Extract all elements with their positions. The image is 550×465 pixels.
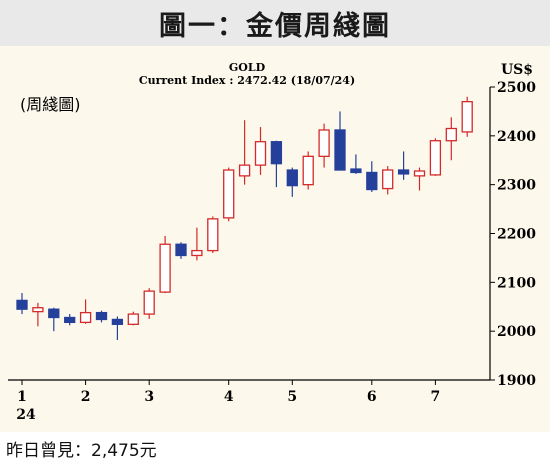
candle-up [32, 302, 44, 327]
candle-body [429, 140, 442, 176]
candle-body [111, 318, 124, 325]
y-tick-label: 2500 [497, 80, 536, 96]
panel-label: (周綫圖) [20, 95, 81, 114]
candle-body [302, 155, 314, 186]
x-tick-label: 3 [144, 389, 154, 405]
candle-body [366, 171, 378, 191]
candle-body [175, 243, 187, 257]
candle-up [191, 227, 203, 261]
footer-bar: 昨日曾見：2,475元 [0, 432, 550, 465]
candle-body [48, 308, 60, 319]
candle-body [64, 316, 76, 324]
candle-down [175, 242, 187, 259]
candle-up [445, 117, 457, 161]
x-tick-label: 6 [367, 389, 377, 405]
candle-up [207, 216, 219, 254]
candle-up [413, 167, 426, 191]
candle-body [32, 307, 44, 313]
candlestick-chart: GOLD Current Index : 2472.42 (18/07/24) … [8, 61, 536, 423]
footer-text: 昨日曾見：2,475元 [6, 441, 157, 461]
title-bar: 圖一：金價周綫圖 [0, 0, 550, 46]
candle-up [223, 167, 235, 222]
y-tick-label: 2100 [497, 275, 536, 291]
candle-up [318, 123, 330, 168]
candle-body [286, 169, 298, 187]
candle-down [286, 167, 298, 197]
x-tick-label: 2 [81, 389, 91, 405]
candle-body [461, 101, 473, 133]
candle-body [95, 311, 108, 321]
candle-body [238, 164, 251, 177]
chart-subtitle: Current Index : 2472.42 (18/07/24) [139, 74, 355, 87]
candle-down [95, 310, 108, 323]
candle-body [254, 141, 267, 166]
y-tick-label: 2200 [497, 227, 536, 243]
axes: 1900 2000 2100 2200 2300 2400 2500 1 24 2 3 4 5 6 7 [8, 80, 536, 423]
candle-down [397, 151, 410, 180]
candles [16, 96, 473, 340]
candle-down [111, 316, 124, 340]
candle-down [350, 154, 362, 174]
candle-down [334, 111, 346, 171]
y-tick-label: 2400 [497, 129, 536, 145]
x-tick-sublabel: 24 [16, 407, 36, 423]
candle-body [445, 127, 457, 142]
x-tick-label: 7 [431, 389, 441, 405]
candle-down [270, 140, 283, 188]
x-tick-label: 4 [224, 389, 234, 405]
candle-up [143, 288, 155, 319]
candle-body [127, 313, 139, 325]
candle-body [350, 168, 362, 174]
candle-up [461, 96, 473, 137]
page-title: 圖一：金價周綫圖 [159, 10, 391, 42]
candle-body [79, 311, 92, 324]
candle-up [159, 235, 171, 294]
candle-body [191, 249, 203, 257]
candle-up [382, 166, 394, 195]
candle-down [366, 161, 378, 192]
candle-up [429, 138, 442, 176]
candle-down [16, 293, 28, 315]
candle-body [270, 141, 283, 165]
candle-body [397, 169, 410, 175]
candle-body [143, 290, 155, 315]
y-unit-label: US$ [501, 62, 533, 78]
candle-body [413, 170, 426, 177]
chart-title: GOLD [229, 61, 266, 74]
candle-up [302, 151, 314, 190]
candle-down [48, 307, 60, 332]
candle-up [79, 299, 92, 324]
candle-up [238, 120, 251, 185]
candle-body [207, 218, 219, 252]
candle-body [334, 129, 346, 171]
y-tick-label: 1900 [497, 373, 536, 389]
y-tick-label: 2300 [497, 178, 536, 194]
candle-up [254, 127, 267, 175]
candle-down [64, 314, 76, 326]
candle-body [159, 243, 171, 293]
candle-body [223, 169, 235, 219]
y-tick-label: 2000 [497, 324, 536, 340]
x-tick-label: 1 [17, 389, 27, 405]
candle-body [16, 299, 28, 310]
candle-body [318, 129, 330, 157]
chart-area: GOLD Current Index : 2472.42 (18/07/24) … [0, 46, 550, 432]
candle-up [127, 311, 139, 326]
candle-body [382, 169, 394, 190]
x-tick-label: 5 [287, 389, 297, 405]
